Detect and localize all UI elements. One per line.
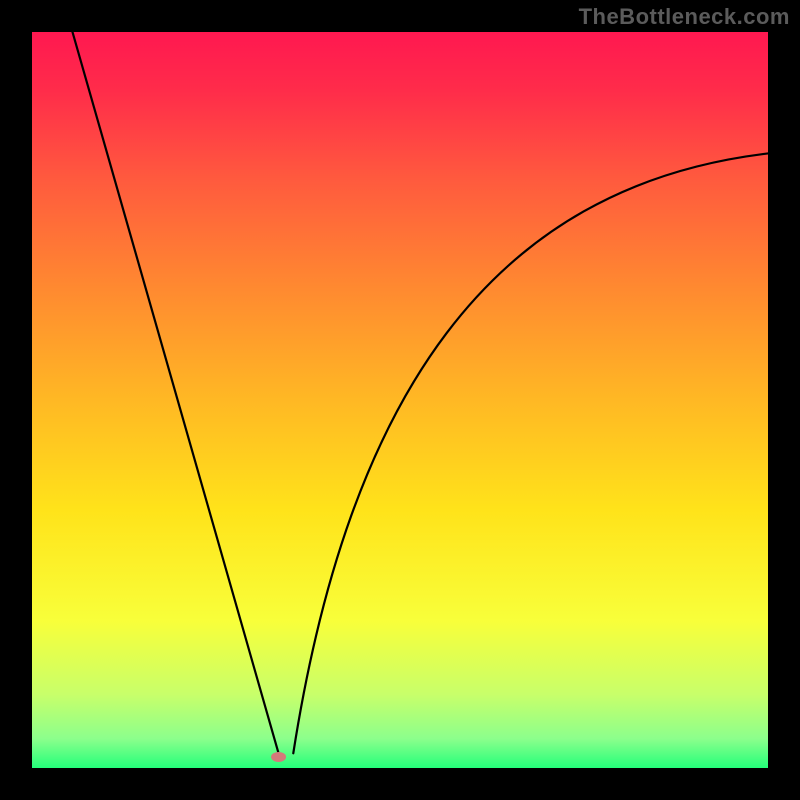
watermark-text: TheBottleneck.com <box>579 4 790 30</box>
plot-area <box>32 32 768 768</box>
gradient-background <box>32 32 768 768</box>
minimum-marker <box>271 752 286 762</box>
chart-svg <box>32 32 768 768</box>
chart-frame: TheBottleneck.com <box>0 0 800 800</box>
